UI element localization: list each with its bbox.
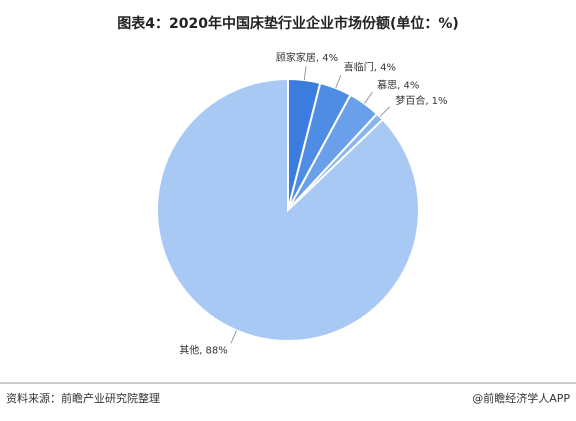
source: 资料来源：前瞻产业研究院整理 [6, 391, 160, 405]
brand: @前瞻经济学人APP [472, 391, 570, 405]
leader-line [303, 66, 307, 81]
data-label: 慕思, 4% [377, 79, 419, 92]
leader-line [379, 106, 391, 117]
data-label: 梦百合, 1% [395, 94, 447, 107]
data-label: 其他, 88% [179, 344, 228, 357]
data-label: 顾家家居, 4% [276, 51, 338, 64]
pie: 顾家家居, 4% 喜临门, 4% 慕思, 4% 梦百合, 1% 其他, 88% [156, 51, 448, 357]
leader-line [230, 330, 237, 344]
data-label: 喜临门, 4% [344, 61, 396, 74]
leader-line [335, 74, 342, 89]
leader-line [364, 91, 373, 104]
pie-slice [156, 77, 420, 342]
chart-title: 图表4：2020年中国床垫行业企业市场份额(单位：%) [117, 15, 459, 32]
